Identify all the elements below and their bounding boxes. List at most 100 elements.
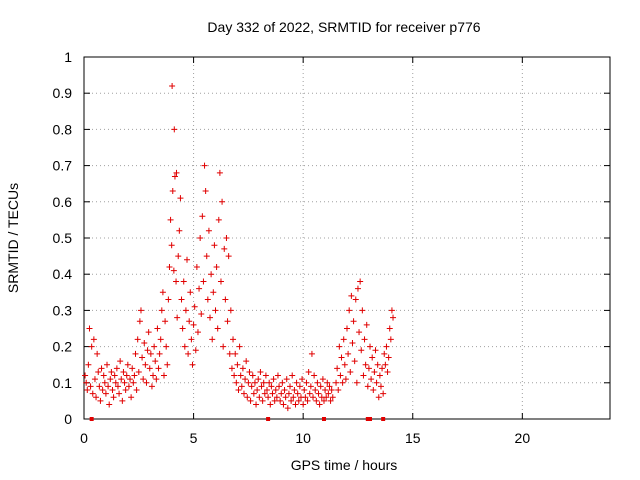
data-point: [312, 387, 319, 394]
data-point: [266, 379, 273, 386]
data-point: [314, 379, 321, 386]
data-point: [220, 343, 227, 350]
y-tick-label: 0.4: [53, 266, 73, 282]
data-point: [84, 387, 91, 394]
data-point: [215, 216, 222, 223]
x-tick-label: 5: [190, 430, 198, 446]
data-point: [311, 372, 318, 379]
data-point: [261, 390, 268, 397]
data-point: [108, 368, 115, 375]
data-point: [157, 336, 164, 343]
data-point: [277, 397, 284, 404]
data-points: [82, 82, 397, 421]
data-point: [290, 394, 297, 401]
data-point: [213, 263, 220, 270]
data-point: [320, 397, 327, 404]
data-point: [358, 347, 365, 354]
data-point: [190, 321, 197, 328]
chart-title: Day 332 of 2022, SRMTID for receiver p77…: [207, 19, 480, 35]
data-point: [202, 187, 209, 194]
data-point: [231, 372, 238, 379]
data-point: [90, 336, 97, 343]
data-point: [361, 336, 368, 343]
data-point: [137, 307, 144, 314]
data-point: [342, 376, 349, 383]
data-point: [189, 361, 196, 368]
x-tick-label: 0: [80, 430, 88, 446]
data-point: [179, 325, 186, 332]
data-point: [83, 379, 90, 386]
data-point: [329, 394, 336, 401]
data-point: [156, 350, 163, 357]
data-point: [248, 383, 255, 390]
data-point: [284, 405, 291, 412]
data-point: [194, 329, 201, 336]
data-point: [136, 318, 143, 325]
data-point: [203, 253, 210, 260]
data-point: [162, 318, 169, 325]
data-point: [363, 321, 370, 328]
data-point: [225, 253, 232, 260]
data-point: [199, 213, 206, 220]
data-point: [178, 296, 185, 303]
data-point: [306, 390, 313, 397]
data-point: [177, 195, 184, 202]
data-point: [217, 278, 224, 285]
zero-marker: [89, 417, 94, 421]
data-point: [127, 376, 134, 383]
data-point: [180, 278, 187, 285]
data-point: [335, 387, 342, 394]
zero-marker: [368, 417, 373, 421]
data-point: [384, 368, 391, 375]
data-point: [106, 401, 113, 408]
data-point: [334, 365, 341, 372]
data-point: [221, 245, 228, 252]
data-point: [253, 401, 260, 408]
data-point: [327, 397, 334, 404]
data-point: [282, 394, 289, 401]
data-point: [349, 339, 356, 346]
data-point: [294, 390, 301, 397]
data-point: [295, 397, 302, 404]
data-point: [140, 376, 147, 383]
data-point: [293, 379, 300, 386]
data-point: [292, 401, 299, 408]
data-point: [302, 394, 309, 401]
data-point: [134, 336, 141, 343]
data-point: [249, 372, 256, 379]
y-tick-label: 0.7: [53, 158, 73, 174]
data-point: [319, 376, 326, 383]
data-point: [118, 376, 125, 383]
data-point: [376, 372, 383, 379]
data-point: [279, 379, 286, 386]
data-point: [120, 368, 127, 375]
data-point: [119, 397, 126, 404]
data-point: [101, 379, 108, 386]
y-tick-label: 0.5: [53, 230, 73, 246]
data-point: [201, 162, 208, 169]
data-point: [129, 365, 136, 372]
data-point: [324, 379, 331, 386]
data-point: [112, 379, 119, 386]
data-point: [160, 372, 167, 379]
data-point: [348, 292, 355, 299]
data-point: [325, 390, 332, 397]
data-point: [232, 350, 239, 357]
zero-marker: [365, 417, 370, 421]
data-point: [147, 350, 154, 357]
data-point: [301, 387, 308, 394]
data-point: [155, 365, 162, 372]
data-point: [181, 343, 188, 350]
data-point: [285, 390, 292, 397]
data-point: [175, 253, 182, 260]
data-point: [207, 314, 214, 321]
data-point: [262, 372, 269, 379]
data-point: [168, 242, 175, 249]
data-point: [212, 307, 219, 314]
data-point: [336, 343, 343, 350]
data-point: [323, 394, 330, 401]
data-point: [256, 394, 263, 401]
data-point: [170, 267, 177, 274]
data-point: [257, 368, 264, 375]
